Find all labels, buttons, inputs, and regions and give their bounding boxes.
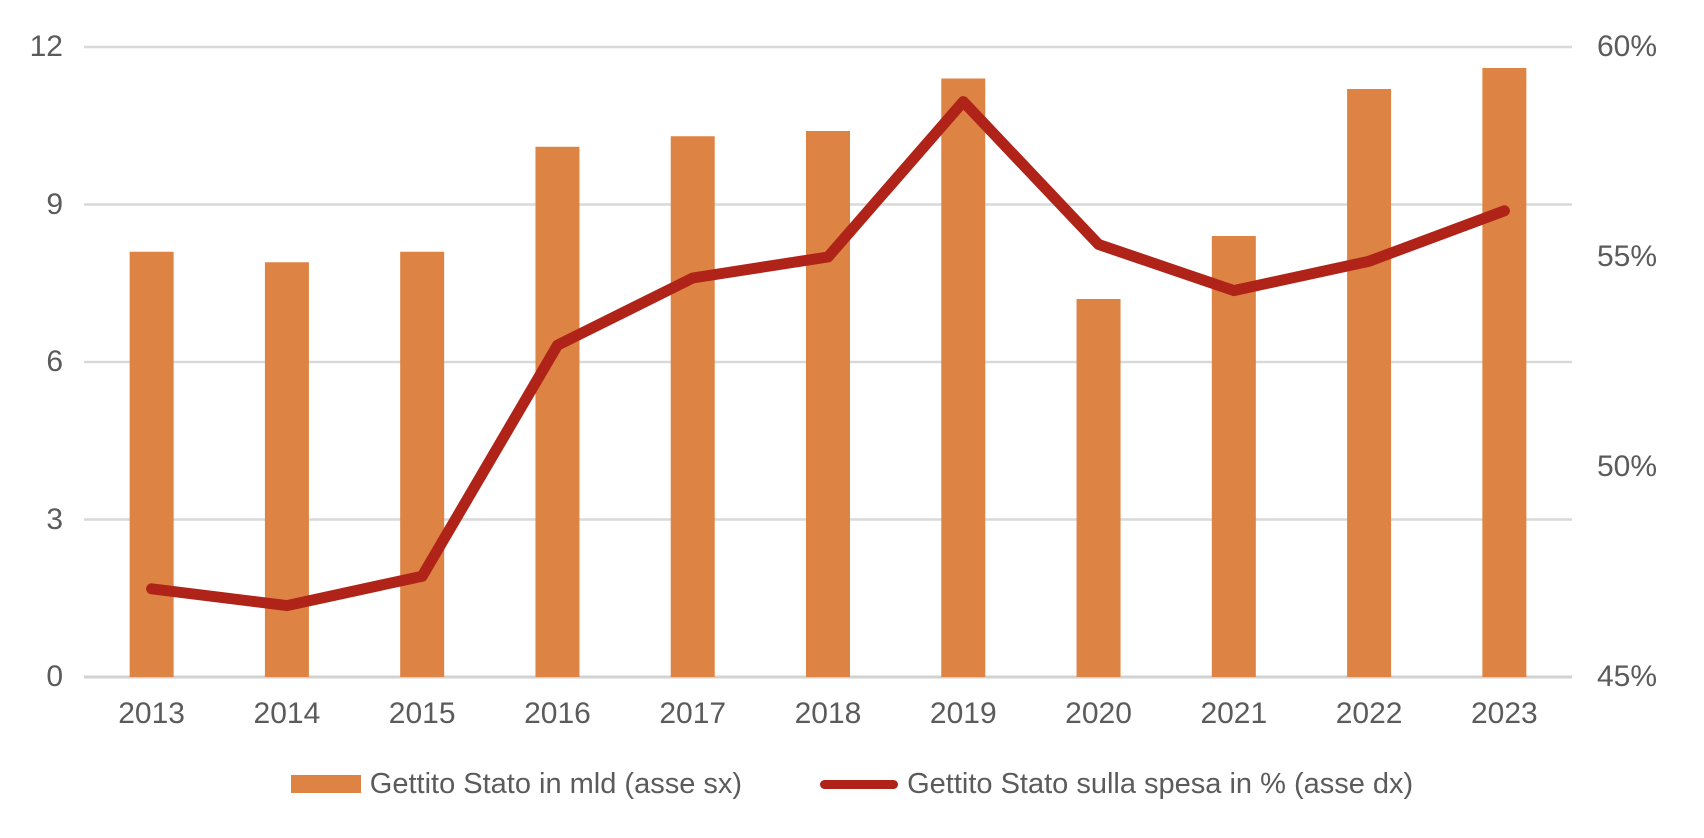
x-axis-label-2013: 2013 <box>118 697 185 730</box>
x-axis-label-2019: 2019 <box>929 697 997 730</box>
line-series-label: Gettito Stato sulla spesa in % (asse dx) <box>907 768 1414 800</box>
x-axis-label-2017: 2017 <box>659 697 727 730</box>
x-axis-label-2021: 2021 <box>1200 697 1268 730</box>
bar-2021 <box>1211 236 1256 677</box>
left-axis-tick-3: 3 <box>46 502 63 536</box>
line-series-path <box>146 96 1510 612</box>
bar-2019 <box>941 78 986 677</box>
bar-2023 <box>1482 68 1527 677</box>
bar-series-label: Gettito Stato in mld (asse sx) <box>369 768 743 800</box>
x-axis-label-2016: 2016 <box>524 697 591 730</box>
left-axis-tick-0: 0 <box>46 660 63 693</box>
right-axis-tick-45%: 45% <box>1597 660 1658 693</box>
left-axis-tick-9: 9 <box>46 187 63 221</box>
bar-2014 <box>264 262 309 677</box>
x-axis-label-2018: 2018 <box>794 697 862 730</box>
right-axis-tick-60%: 60% <box>1597 30 1658 63</box>
left-axis-tick-12: 12 <box>29 30 63 63</box>
bar-series-swatch-icon <box>290 775 361 793</box>
left-axis-tick-6: 6 <box>46 345 63 378</box>
x-axis-label-2020: 2020 <box>1065 697 1132 730</box>
right-axis-tick-50%: 50% <box>1597 450 1658 483</box>
x-axis-label-2014: 2014 <box>253 697 321 730</box>
right-axis-tick-55%: 55% <box>1597 240 1658 273</box>
bar-2022 <box>1347 89 1392 677</box>
bar-2016 <box>535 146 580 677</box>
x-axis-label-2022: 2022 <box>1335 697 1403 730</box>
legend-item-bar-series: Gettito Stato in mld (asse sx) <box>290 768 743 800</box>
x-axis-label-2015: 2015 <box>388 697 456 730</box>
bar-2013 <box>129 251 174 677</box>
bar-2017 <box>670 136 715 677</box>
bar-2020 <box>1076 299 1121 677</box>
bar-2015 <box>400 251 445 677</box>
x-axis-label-2023: 2023 <box>1470 697 1538 730</box>
legend-item-line-series: Gettito Stato sulla spesa in % (asse dx) <box>820 768 1413 800</box>
bar-2018 <box>806 131 850 677</box>
legend: Gettito Stato in mld (asse sx) Gettito S… <box>0 761 1704 807</box>
line-series-swatch-icon <box>820 779 899 789</box>
